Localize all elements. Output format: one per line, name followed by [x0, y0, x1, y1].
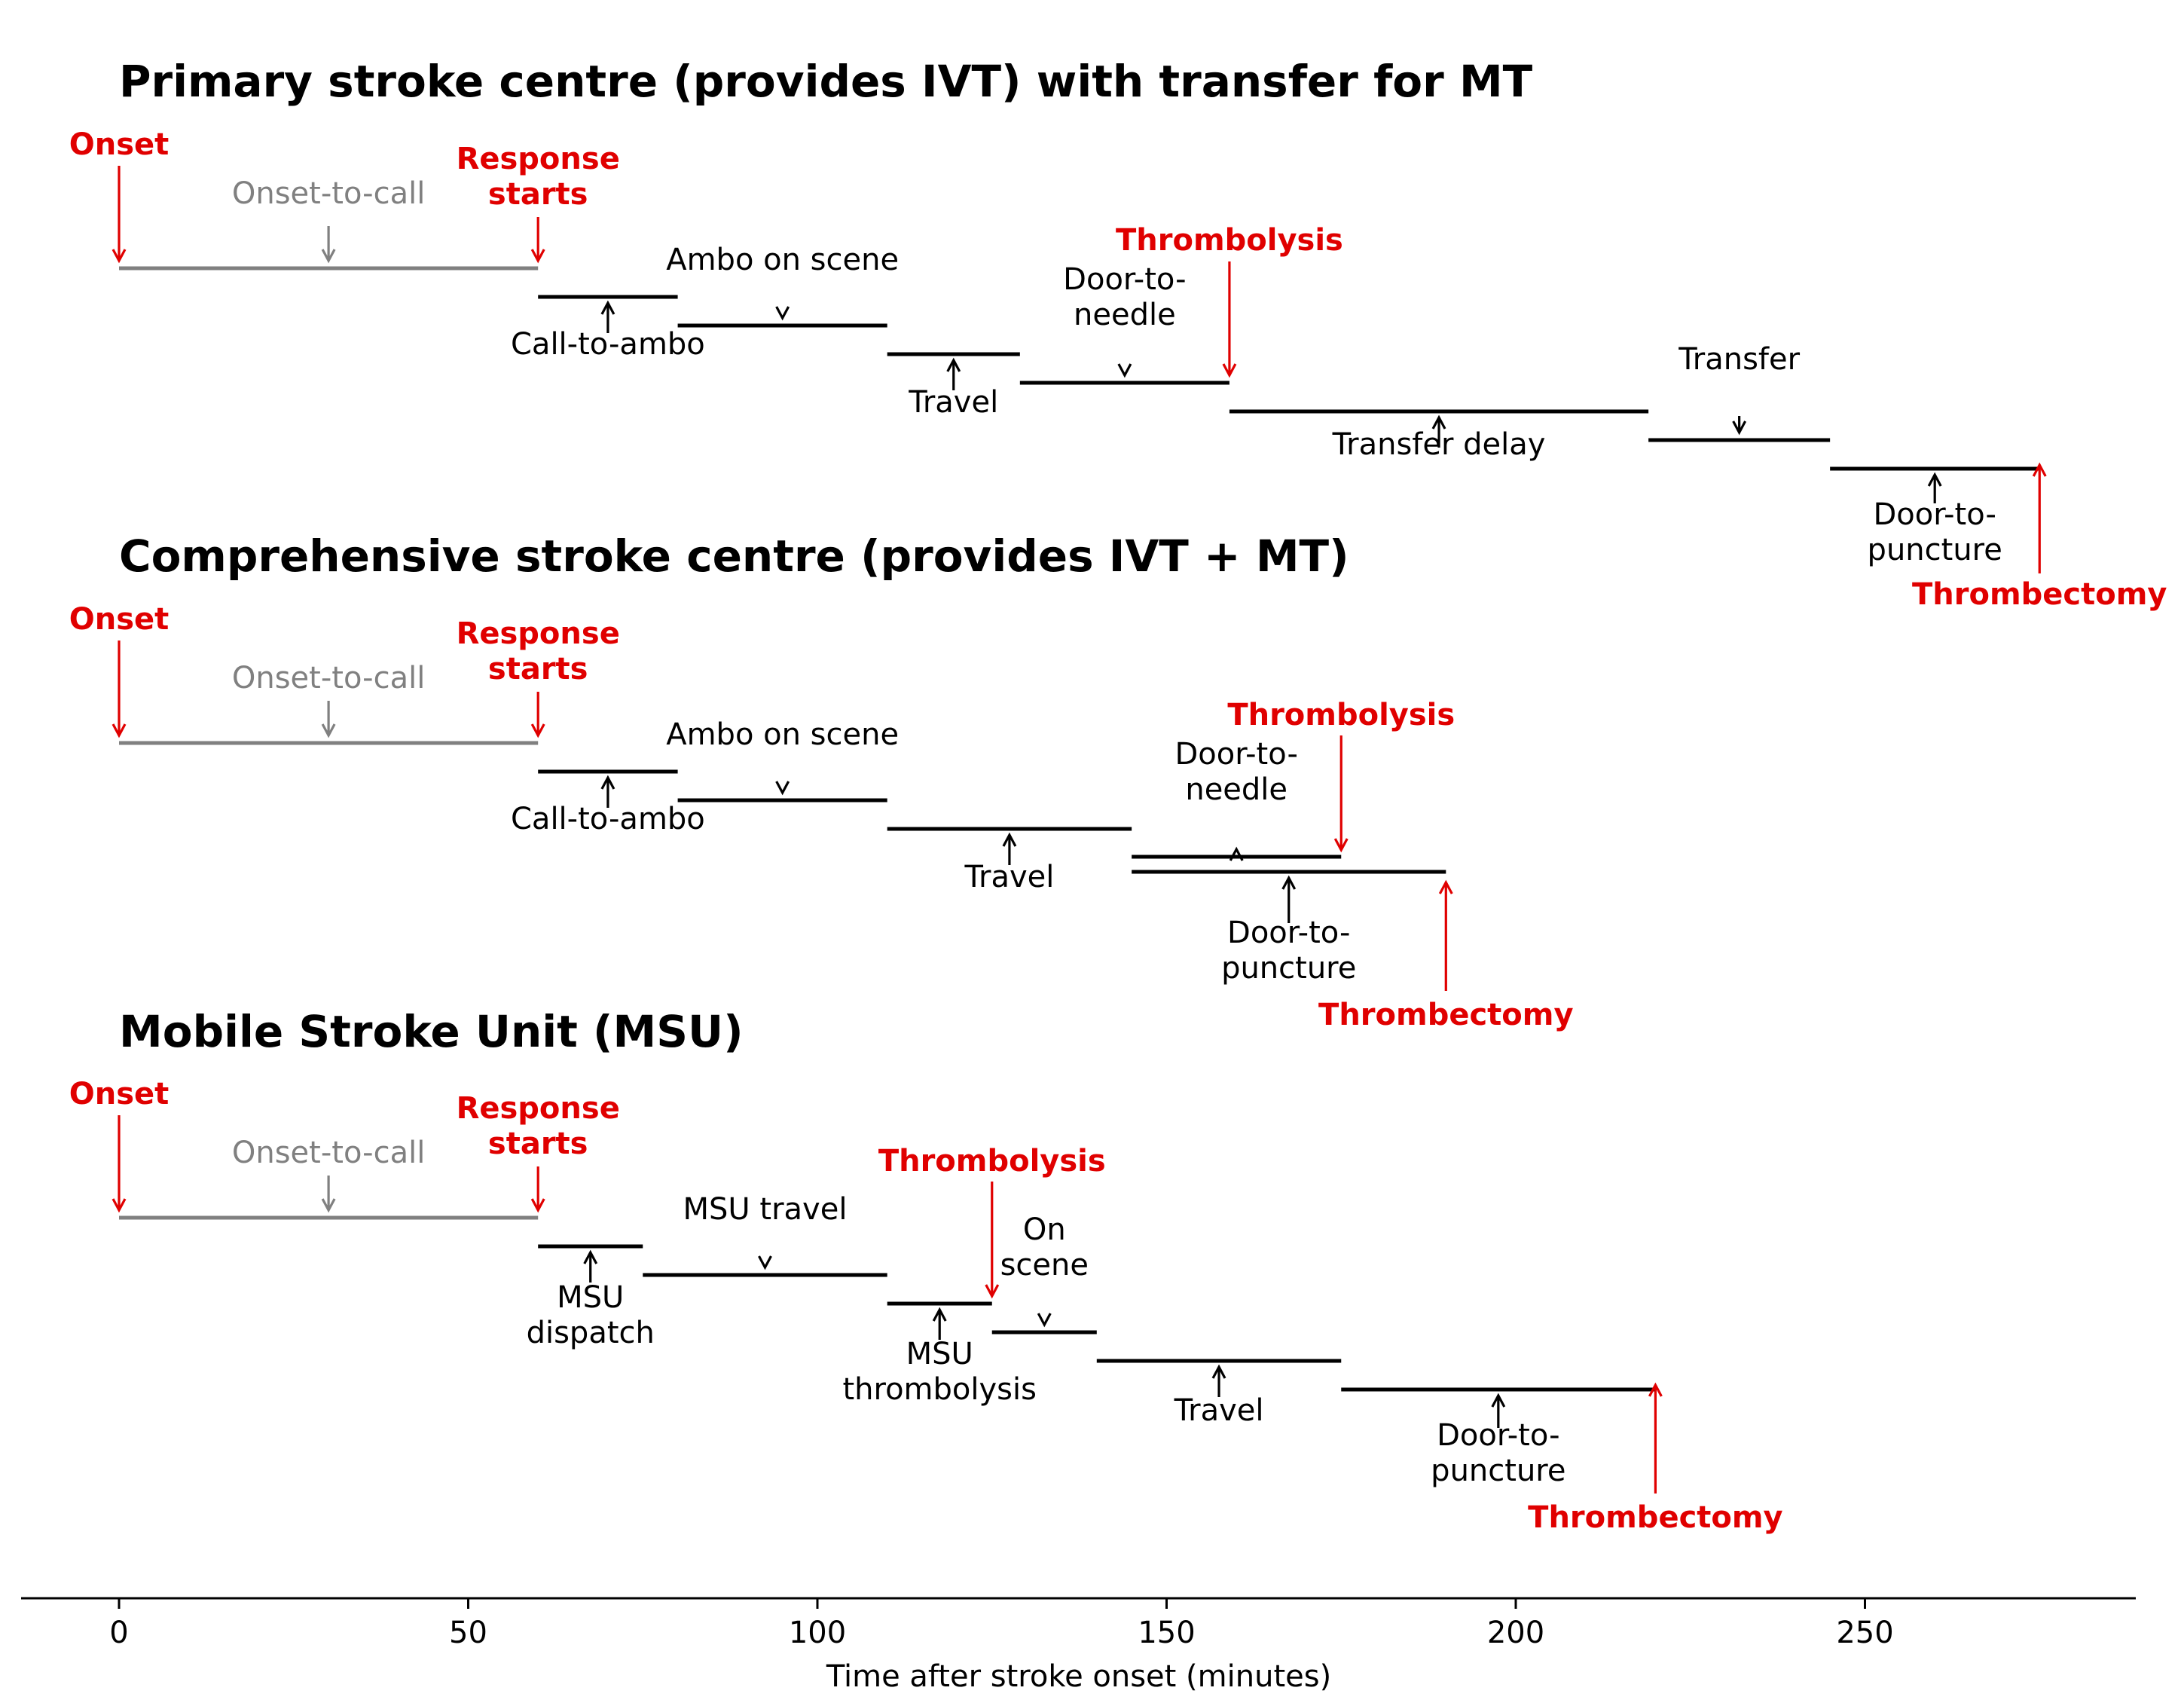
milestone-label: Thrombolysis — [1116, 223, 1343, 258]
milestone-label: Onset — [69, 1077, 170, 1111]
segment-label: Travel — [908, 385, 998, 420]
milestone-arrow — [530, 217, 545, 264]
segment-arrow — [600, 300, 615, 333]
milestone-label: Onset — [69, 127, 170, 162]
segment-arrow — [1927, 472, 1942, 503]
segment-arrow — [1431, 414, 1446, 448]
milestone-arrow — [2032, 462, 2047, 573]
milestone-label: Response starts — [457, 142, 620, 212]
milestone-arrow — [530, 692, 545, 738]
segment-arrow — [1117, 363, 1132, 378]
panel-1: Primary stroke centre (provides IVT) wit… — [69, 56, 2167, 612]
milestone-arrow — [111, 1115, 127, 1213]
milestone-label: Thrombolysis — [1227, 698, 1455, 732]
segment-arrow — [321, 1176, 336, 1213]
segment-label: Ambo on scene — [666, 717, 899, 752]
milestone-arrow — [985, 1182, 1000, 1299]
milestone-arrow — [1438, 879, 1453, 991]
milestone-label: Thrombectomy — [1318, 998, 1573, 1032]
segment-arrow — [1211, 1364, 1226, 1397]
segment-label: Onset-to-call — [232, 661, 425, 696]
segment-arrow — [1491, 1393, 1506, 1428]
segment-arrow — [775, 781, 790, 796]
milestone-label: Thrombectomy — [1912, 577, 2167, 612]
timeline-panels: Primary stroke centre (provides IVT) wit… — [69, 56, 2167, 1535]
milestone-label: Response starts — [457, 1091, 620, 1161]
segment-label: MSU thrombolysis — [842, 1337, 1036, 1407]
segment-arrow — [932, 1307, 947, 1340]
segment-label: Ambo on scene — [666, 243, 899, 277]
segment-label: Door-to-puncture — [1221, 916, 1356, 986]
segment-label: Door-to-puncture — [1431, 1418, 1565, 1488]
segment-arrow — [321, 701, 336, 738]
x-tick-label: 100 — [789, 1616, 846, 1650]
x-tick-label: 200 — [1487, 1616, 1544, 1650]
segment-label: Door-to-needle — [1174, 737, 1297, 807]
milestone-label: Thrombolysis — [878, 1144, 1106, 1179]
segment-label: MSU travel — [683, 1192, 848, 1227]
milestone-label: Response starts — [457, 616, 620, 686]
segment-label: Transfer — [1678, 342, 1800, 377]
segment-label: Transfer delay — [1332, 427, 1546, 462]
x-tick-label: 150 — [1138, 1616, 1195, 1650]
segment-label: Door-to-puncture — [1868, 497, 2002, 567]
x-axis-label: Time after stroke onset (minutes) — [826, 1659, 1331, 1694]
panel-3: Mobile Stroke Unit (MSU) Onset-to-call MSU… — [69, 1006, 1783, 1535]
segment-label: Door-to-needle — [1063, 262, 1186, 332]
milestone-arrow — [1333, 735, 1349, 853]
segment-arrow — [1037, 1313, 1052, 1328]
panel-title: Primary stroke centre (provides IVT) wit… — [119, 56, 1533, 107]
segment-label: Onset-to-call — [232, 1136, 425, 1170]
panel-2: Comprehensive stroke centre (provides IV… — [69, 530, 1574, 1032]
milestone-label: Thrombectomy — [1528, 1500, 1782, 1535]
x-tick-label: 250 — [1836, 1616, 1893, 1650]
milestone-arrow — [1648, 1382, 1663, 1494]
segment-label: On scene — [1000, 1212, 1089, 1283]
x-axis: 0 50 100 150 200 250 Time after stroke onset … — [21, 1597, 2136, 1694]
segment-arrow — [600, 775, 615, 808]
segment-label: Travel — [964, 860, 1054, 894]
segment-arrow — [758, 1255, 772, 1270]
segment-arrow — [1229, 846, 1244, 861]
segment-label: Travel — [1174, 1393, 1264, 1428]
milestone-arrow — [111, 166, 127, 264]
milestone-arrow — [530, 1166, 545, 1213]
segment-label: Onset-to-call — [232, 176, 425, 211]
panel-title: Mobile Stroke Unit (MSU) — [119, 1006, 744, 1057]
x-axis-ticks: 0 50 100 150 200 250 — [109, 1598, 1894, 1650]
segment-label: Call-to-ambo — [511, 327, 705, 362]
segment-arrow — [583, 1249, 598, 1283]
segment-label: Call-to-ambo — [511, 802, 705, 836]
x-tick-label: 50 — [449, 1616, 487, 1650]
segment-arrow — [1281, 875, 1297, 923]
segment-label: MSU dispatch — [527, 1280, 655, 1350]
panel-title: Comprehensive stroke centre (provides IV… — [119, 530, 1349, 582]
milestone-arrow — [111, 641, 127, 738]
segment-arrow — [946, 357, 961, 390]
segment-arrow — [1732, 416, 1747, 436]
segment-arrow — [1002, 832, 1017, 865]
x-tick-label: 0 — [109, 1616, 128, 1650]
milestone-label: Onset — [69, 602, 170, 637]
milestone-arrow — [1222, 261, 1237, 378]
segment-arrow — [775, 306, 790, 321]
segment-arrow — [321, 226, 336, 264]
